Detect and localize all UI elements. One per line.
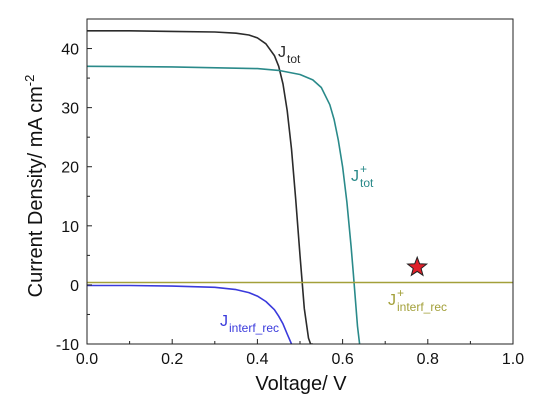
x-tick-label-3: 0.6 <box>331 351 353 368</box>
y-tick-label-0: -10 <box>56 337 79 354</box>
x-tick-label-0: 0.0 <box>76 351 98 368</box>
y-tick-label-3: 20 <box>61 160 79 177</box>
y-axis-title-sup: -2 <box>22 75 37 87</box>
y-axis-title: Current Density/ mA cm-2 <box>22 75 47 298</box>
series-label-sup-3: + <box>397 286 404 300</box>
x-tick-label-5: 1.0 <box>502 351 524 368</box>
series-label-3: J +interf_rec <box>388 286 447 314</box>
series-line-2 <box>87 284 293 344</box>
plot-frame <box>86 18 514 345</box>
tick-layer: 0.0 0.2 0.4 0.6 0.8 1.0 -10 0 10 20 30 40 <box>56 18 524 368</box>
x-tick-label-4: 0.8 <box>417 351 439 368</box>
series-label-sub-1: tot <box>360 176 374 190</box>
series-layer <box>87 30 513 344</box>
series-label-main-2: J <box>220 313 228 330</box>
marker-layer <box>406 255 429 277</box>
series-label-sub-3: interf_rec <box>397 300 447 314</box>
series-line-1 <box>87 65 361 344</box>
y-axis-title-main: Current Density/ mA cm <box>25 86 47 297</box>
series-label-main-3: J <box>388 292 396 309</box>
x-axis-title: Voltage/ V <box>255 373 347 395</box>
series-label-sub-0: tot <box>287 52 301 66</box>
series-label-main-1: J <box>351 168 359 185</box>
series-label-sup-1: + <box>360 162 367 176</box>
y-tick-label-4: 30 <box>61 101 79 118</box>
series-label-main-0: J <box>278 44 286 61</box>
y-tick-label-5: 40 <box>61 42 79 59</box>
series-label-1: J +tot <box>351 162 374 190</box>
series-line-0 <box>87 30 313 344</box>
star-marker-0 <box>406 255 429 277</box>
y-tick-label-1: 0 <box>70 278 79 295</box>
x-tick-label-1: 0.2 <box>161 351 183 368</box>
series-label-sub-2: interf_rec <box>229 321 279 335</box>
y-tick-label-2: 10 <box>61 219 79 236</box>
x-tick-label-2: 0.4 <box>246 351 268 368</box>
